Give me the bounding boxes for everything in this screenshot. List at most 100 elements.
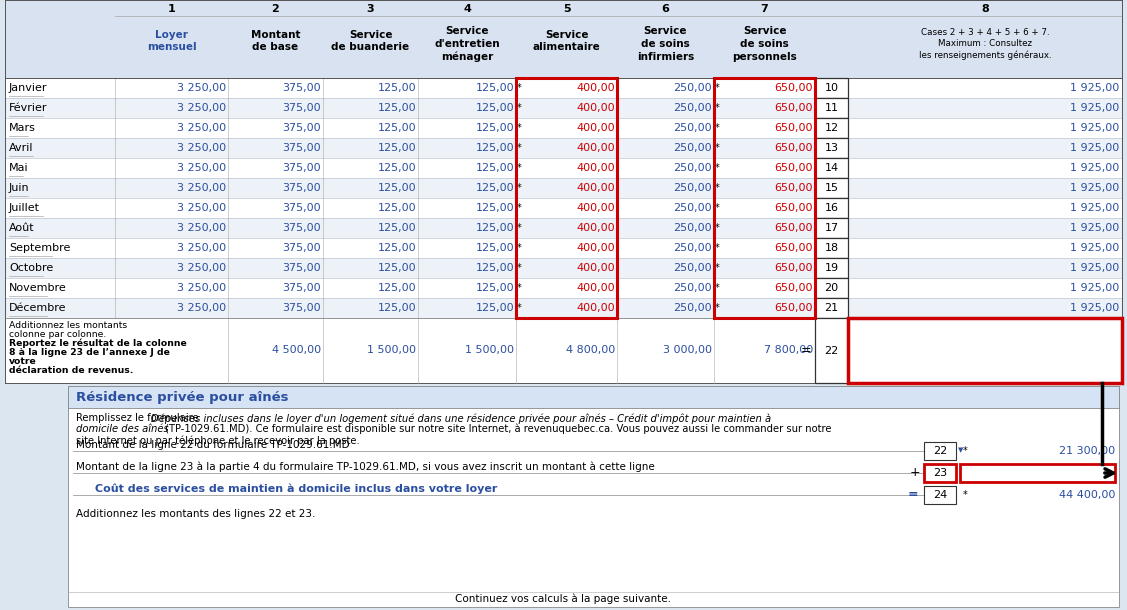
- Text: 250,00: 250,00: [673, 83, 712, 93]
- Text: site Internet ou par téléphone et le recevoir par la poste.: site Internet ou par téléphone et le rec…: [76, 435, 360, 445]
- Bar: [815, 138, 848, 158]
- Text: 125,00: 125,00: [378, 203, 416, 213]
- Text: 400,00: 400,00: [576, 143, 615, 153]
- Text: Juin: Juin: [9, 183, 29, 193]
- Text: 400,00: 400,00: [576, 263, 615, 273]
- Text: 3 250,00: 3 250,00: [177, 243, 227, 253]
- Text: Service
de soins
infirmiers: Service de soins infirmiers: [637, 26, 694, 62]
- Text: 125,00: 125,00: [378, 303, 416, 313]
- Bar: [5, 198, 1122, 218]
- Text: +: +: [816, 243, 824, 253]
- Text: 4 500,00: 4 500,00: [272, 345, 321, 356]
- Bar: [815, 298, 848, 318]
- Text: 400,00: 400,00: [576, 123, 615, 133]
- Bar: [815, 78, 848, 98]
- Text: *: *: [715, 263, 720, 273]
- Bar: [68, 386, 1119, 408]
- Text: Septembre: Septembre: [9, 243, 70, 253]
- Text: 375,00: 375,00: [283, 163, 321, 173]
- Text: 125,00: 125,00: [378, 163, 416, 173]
- Text: 1 925,00: 1 925,00: [1070, 123, 1119, 133]
- Text: 23 100,00: 23 100,00: [1059, 468, 1115, 478]
- Text: 650,00: 650,00: [774, 103, 813, 113]
- Text: 650,00: 650,00: [774, 203, 813, 213]
- Text: 125,00: 125,00: [476, 303, 514, 313]
- Text: 6: 6: [662, 4, 669, 14]
- Text: Mai: Mai: [9, 163, 28, 173]
- Text: domicile des aînés: domicile des aînés: [76, 424, 169, 434]
- Bar: [815, 278, 848, 298]
- Text: 3 250,00: 3 250,00: [177, 283, 227, 293]
- Text: *: *: [715, 203, 720, 213]
- Text: 8 à la ligne 23 de l’annexe J de: 8 à la ligne 23 de l’annexe J de: [9, 348, 170, 357]
- Text: *: *: [517, 223, 522, 233]
- Text: 250,00: 250,00: [673, 283, 712, 293]
- Bar: [5, 118, 1122, 138]
- Text: 24: 24: [933, 490, 947, 500]
- Text: 7 800,00: 7 800,00: [764, 345, 813, 356]
- Text: Loyer
mensuel: Loyer mensuel: [147, 30, 196, 52]
- Text: Août: Août: [9, 223, 35, 233]
- Text: *: *: [962, 490, 968, 500]
- Text: 3 250,00: 3 250,00: [177, 83, 227, 93]
- Text: 44 400,00: 44 400,00: [1058, 490, 1115, 500]
- Text: *: *: [517, 143, 522, 153]
- Text: 7: 7: [761, 4, 769, 14]
- Text: 400,00: 400,00: [576, 283, 615, 293]
- Text: 400,00: 400,00: [576, 303, 615, 313]
- Bar: [5, 218, 1122, 238]
- Text: 1 925,00: 1 925,00: [1070, 143, 1119, 153]
- Text: *: *: [715, 183, 720, 193]
- Bar: [5, 298, 1122, 318]
- Text: 650,00: 650,00: [774, 163, 813, 173]
- Text: 250,00: 250,00: [673, 103, 712, 113]
- Text: *: *: [715, 243, 720, 253]
- Bar: [815, 318, 848, 383]
- Text: 650,00: 650,00: [774, 223, 813, 233]
- Text: 125,00: 125,00: [476, 203, 514, 213]
- Text: +: +: [816, 83, 824, 93]
- Bar: [68, 386, 1119, 607]
- Text: 10: 10: [825, 83, 838, 93]
- Text: 375,00: 375,00: [283, 83, 321, 93]
- Text: *: *: [715, 283, 720, 293]
- Text: 15: 15: [825, 183, 838, 193]
- Bar: [924, 486, 956, 504]
- Text: 21: 21: [825, 303, 838, 313]
- Text: 2: 2: [272, 4, 279, 14]
- Text: Additionnez les montants: Additionnez les montants: [9, 321, 127, 330]
- Text: 1 925,00: 1 925,00: [1070, 303, 1119, 313]
- Bar: [5, 318, 1122, 383]
- Text: 375,00: 375,00: [283, 303, 321, 313]
- Text: 125,00: 125,00: [378, 243, 416, 253]
- Text: *: *: [715, 103, 720, 113]
- Text: Service
alimentaire: Service alimentaire: [533, 30, 601, 52]
- Text: 250,00: 250,00: [673, 123, 712, 133]
- Bar: [815, 178, 848, 198]
- Text: 125,00: 125,00: [476, 243, 514, 253]
- Text: 400,00: 400,00: [576, 243, 615, 253]
- Text: 3 000,00: 3 000,00: [663, 345, 712, 356]
- Text: Remplissez le formulaire: Remplissez le formulaire: [76, 413, 202, 423]
- Text: *: *: [517, 303, 522, 313]
- Text: 250,00: 250,00: [673, 163, 712, 173]
- Text: 250,00: 250,00: [673, 243, 712, 253]
- Text: +: +: [816, 223, 824, 233]
- Text: 1 925,00: 1 925,00: [1070, 203, 1119, 213]
- Bar: [815, 198, 848, 218]
- Text: déclaration de revenus.: déclaration de revenus.: [9, 366, 133, 375]
- Text: *: *: [715, 83, 720, 93]
- Text: 650,00: 650,00: [774, 143, 813, 153]
- Text: Mars: Mars: [9, 123, 36, 133]
- Text: *: *: [715, 223, 720, 233]
- Text: 4: 4: [463, 4, 471, 14]
- Text: *: *: [517, 183, 522, 193]
- Text: 1 925,00: 1 925,00: [1070, 83, 1119, 93]
- Text: 375,00: 375,00: [283, 243, 321, 253]
- Text: 125,00: 125,00: [476, 83, 514, 93]
- Text: 1 925,00: 1 925,00: [1070, 283, 1119, 293]
- Text: 1 925,00: 1 925,00: [1070, 223, 1119, 233]
- Text: 13: 13: [825, 143, 838, 153]
- Text: 18: 18: [825, 243, 838, 253]
- Text: 650,00: 650,00: [774, 183, 813, 193]
